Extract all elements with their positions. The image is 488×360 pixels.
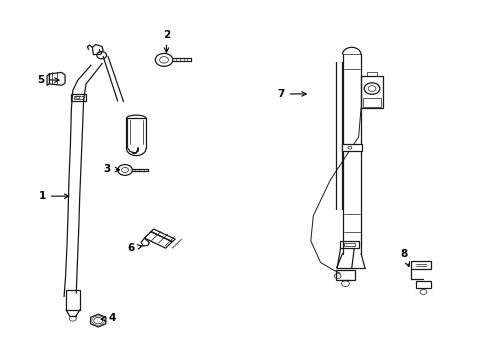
Text: 8: 8 — [400, 248, 409, 266]
Text: 4: 4 — [101, 313, 115, 323]
Text: 1: 1 — [39, 191, 69, 201]
Bar — [335, 270, 354, 280]
Bar — [410, 261, 430, 269]
Bar — [74, 96, 83, 99]
Bar — [343, 243, 354, 246]
Text: 2: 2 — [163, 30, 170, 52]
Bar — [415, 281, 430, 288]
Bar — [71, 94, 86, 102]
Bar — [339, 240, 358, 248]
Bar — [360, 76, 382, 108]
Text: 7: 7 — [277, 89, 305, 99]
Bar — [341, 144, 361, 151]
Bar — [366, 72, 376, 76]
Bar — [362, 98, 380, 107]
Bar — [66, 290, 80, 310]
Text: 5: 5 — [37, 75, 59, 85]
Text: 3: 3 — [103, 164, 119, 174]
Text: 6: 6 — [127, 243, 142, 253]
